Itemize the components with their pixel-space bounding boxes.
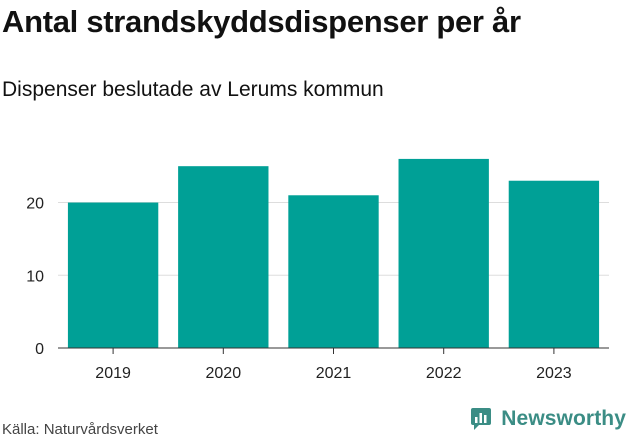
- x-tick-label-2020: 2020: [206, 365, 242, 382]
- y-tick-label: 10: [26, 268, 44, 285]
- bar-2021: [288, 195, 379, 348]
- x-tick-label-2019: 2019: [95, 365, 131, 382]
- x-tick-labels: 2019 2020 2021 2022 2023: [95, 348, 572, 382]
- x-tick-label-2021: 2021: [316, 365, 352, 382]
- x-tick-label-2023: 2023: [536, 365, 572, 382]
- x-tick-label-2022: 2022: [426, 365, 462, 382]
- y-tick-label: 0: [35, 341, 44, 358]
- bar-2022: [398, 158, 489, 348]
- bar-2020: [178, 166, 269, 348]
- source-note: Källa: Naturvårdsverket: [2, 421, 158, 438]
- brand-name: Newsworthy: [501, 407, 626, 430]
- bar-2023: [508, 180, 600, 348]
- bars: [67, 158, 600, 348]
- y-tick-label: 20: [26, 196, 44, 213]
- chart-subtitle: Dispenser beslutade av Lerums kommun: [2, 78, 384, 101]
- bar-2019: [67, 202, 159, 348]
- brand: Newsworthy: [470, 407, 626, 431]
- y-tick-labels: 0 10 20: [26, 196, 44, 358]
- chart-title: Antal strandskyddsdispenser per år: [2, 4, 521, 39]
- newsworthy-logo-icon: [471, 408, 492, 430]
